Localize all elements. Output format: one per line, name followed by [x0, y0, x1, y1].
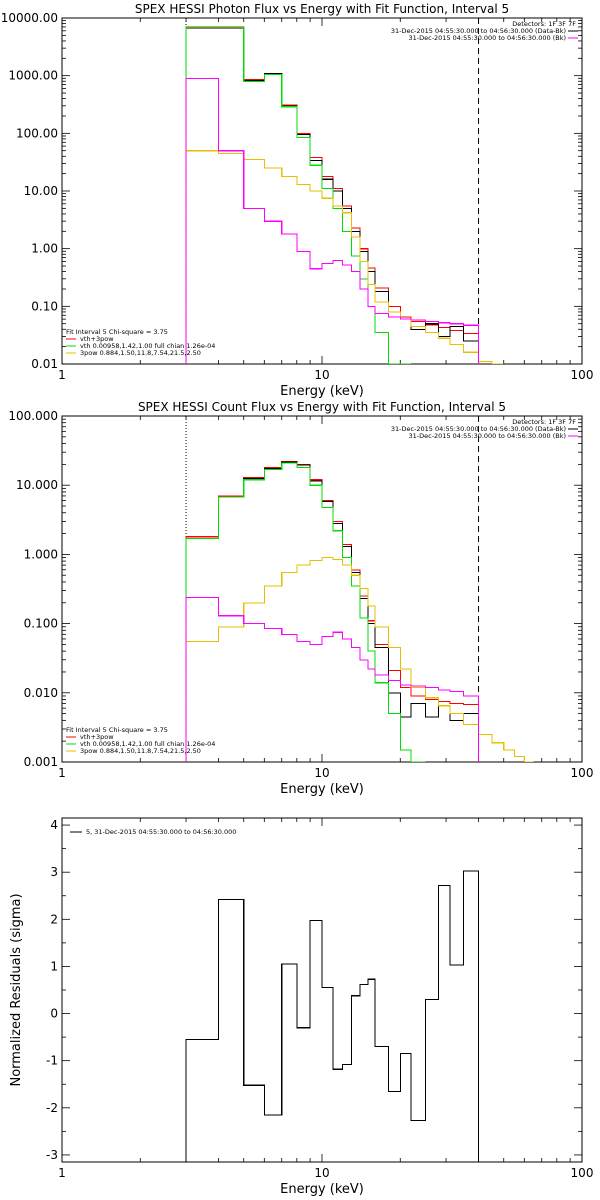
series-thermal-line	[185, 462, 426, 762]
legend-interval-label: 31-Dec-2015 04:55:30.000 to 04:56:30.000…	[391, 27, 566, 35]
plot-area	[185, 416, 534, 762]
y-tick-label: 10.00	[24, 184, 58, 198]
series-background-line	[185, 596, 480, 762]
series-powerlaw-line	[185, 150, 504, 364]
y-axis-label: Normalized Residuals (sigma)	[9, 893, 24, 1086]
y-tick-label: -3	[46, 1148, 58, 1162]
series-data-line	[185, 27, 480, 364]
y-tick-label: 100.000	[8, 409, 58, 423]
legend-fit-label: 3pow 0.884,1.50,11.8,7.54,21.5,2.50	[80, 747, 201, 755]
detectors-label: Detectors: 1F 3F 7F	[512, 20, 576, 28]
chart-title: SPEX HESSI Photon Flux vs Energy with Fi…	[135, 2, 509, 16]
plot-frame	[61, 415, 583, 763]
y-tick-label: 1.000	[24, 547, 58, 561]
legend-fit-label: vth+3pow	[80, 335, 114, 343]
y-tick-label: 10000.00	[1, 11, 58, 25]
y-tick-label: 0	[50, 1007, 58, 1021]
legend-interval-label: 31-Dec-2015 04:55:30.000 to 04:56:30.000…	[409, 432, 567, 440]
x-tick-label: 100	[571, 368, 594, 382]
y-tick-label: 1	[50, 959, 58, 973]
x-tick-label: 100	[571, 766, 594, 780]
series-data-line	[185, 870, 480, 1162]
y-tick-label: 0.100	[24, 617, 58, 631]
y-tick-label: 0.10	[31, 299, 58, 313]
x-tick-label: 1	[58, 1166, 66, 1180]
y-tick-label: 2	[50, 912, 58, 926]
x-tick-label: 10	[314, 1166, 329, 1180]
y-tick-label: 0.010	[24, 686, 58, 700]
x-tick-label: 1	[58, 766, 66, 780]
chart-panel-1: SPEX HESSI Photon Flux vs Energy with Fi…	[1, 2, 594, 399]
plot-area	[185, 870, 480, 1162]
legend-fit-label: vth 0.00958,1.42,1.00 full chian 1.26e-0…	[80, 740, 215, 748]
series-data-line	[185, 461, 480, 762]
legend-interval-label: 31-Dec-2015 04:55:30.000 to 04:56:30.000…	[391, 425, 566, 433]
legend-interval-label: 31-Dec-2015 04:55:30.000 to 04:56:30.000…	[409, 34, 567, 42]
chart-title: SPEX HESSI Count Flux vs Energy with Fit…	[138, 400, 506, 414]
y-tick-label: 3	[50, 865, 58, 879]
y-tick-label: 4	[50, 818, 58, 832]
y-tick-label: 0.001	[24, 755, 58, 769]
legend-interval-label: 5, 31-Dec-2015 04:55:30.000 to 04:56:30.…	[86, 828, 236, 836]
legend-fit-label: vth+3pow	[80, 733, 114, 741]
series-background-line	[185, 77, 480, 364]
x-tick-label: 1	[58, 368, 66, 382]
plot-area	[185, 18, 504, 364]
y-tick-label: 1000.00	[8, 69, 58, 83]
plot-frame	[61, 817, 583, 1163]
x-axis-label: Energy (keV)	[280, 782, 364, 797]
series-total-line	[185, 460, 480, 762]
x-tick-label: 10	[314, 766, 329, 780]
y-tick-label: -1	[46, 1054, 58, 1068]
legend-fit-label: vth 0.00958,1.42,1.00 full chian 1.26e-0…	[80, 342, 215, 350]
y-tick-label: 100.00	[16, 126, 58, 140]
detectors-label: Detectors: 1F 3F 7F	[512, 418, 576, 426]
y-tick-label: 1.00	[31, 242, 58, 256]
y-tick-label: 10.000	[16, 478, 58, 492]
series-powerlaw-line	[185, 557, 534, 762]
y-tick-label: -2	[46, 1101, 58, 1115]
legend-fit-label: 3pow 0.884,1.50,11.8,7.54,21.5,2.50	[80, 349, 201, 357]
x-tick-label: 100	[571, 1166, 594, 1180]
x-tick-label: 10	[314, 368, 329, 382]
y-tick-label: 0.01	[31, 357, 58, 371]
chart-panel-2: SPEX HESSI Count Flux vs Energy with Fit…	[8, 400, 593, 797]
legend-fit-label: Fit Interval 5 Chi-square = 3.75	[66, 726, 168, 734]
x-axis-label: Energy (keV)	[280, 384, 364, 399]
x-axis-label: Energy (keV)	[280, 1182, 364, 1197]
legend-fit-label: Fit Interval 5 Chi-square = 3.75	[66, 328, 168, 336]
